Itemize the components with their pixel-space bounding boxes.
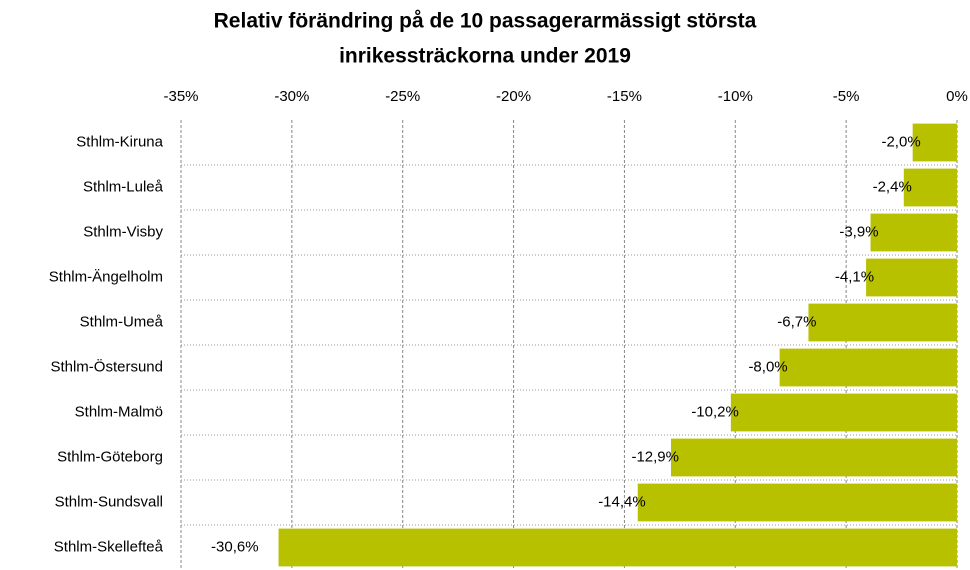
bar <box>670 438 957 477</box>
chart-title: inrikessträckorna under 2019 <box>339 45 631 68</box>
bar <box>912 123 957 162</box>
y-tick-label: Sthlm-Luleå <box>83 178 164 195</box>
y-tick-label: Sthlm-Ängelholm <box>49 268 163 285</box>
data-label: -6,7% <box>777 313 816 330</box>
y-tick-label: Sthlm-Visby <box>83 223 163 240</box>
data-label: -3,9% <box>839 223 878 240</box>
x-tick-label: -5% <box>833 88 860 105</box>
data-label: -2,0% <box>881 133 920 150</box>
bar <box>278 528 957 567</box>
data-label: -10,2% <box>691 403 739 420</box>
x-tick-label: -30% <box>274 88 309 105</box>
y-tick-label: Sthlm-Göteborg <box>57 448 163 465</box>
data-label: -12,9% <box>631 448 679 465</box>
y-tick-label: Sthlm-Sundsvall <box>55 493 163 510</box>
data-label: -14,4% <box>598 493 646 510</box>
x-tick-label: 0% <box>946 88 968 105</box>
bar <box>903 168 957 207</box>
y-tick-label: Sthlm-Umeå <box>80 313 164 330</box>
y-tick-label: Sthlm-Kiruna <box>76 133 163 150</box>
y-tick-label: Sthlm-Skellefteå <box>54 538 164 555</box>
bar <box>866 258 957 297</box>
x-tick-label: -20% <box>496 88 531 105</box>
data-label: -4,1% <box>835 268 874 285</box>
x-tick-label: -25% <box>385 88 420 105</box>
y-tick-label: Sthlm-Malmö <box>75 403 163 420</box>
x-tick-label: -15% <box>607 88 642 105</box>
data-label: -30,6% <box>211 538 259 555</box>
y-tick-label: Sthlm-Östersund <box>50 357 163 375</box>
bar <box>870 213 957 252</box>
x-tick-label: -35% <box>163 88 198 105</box>
chart-title: Relativ förändring på de 10 passagerarmä… <box>214 10 757 33</box>
data-label: -2,4% <box>873 178 912 195</box>
bar <box>779 348 957 387</box>
data-label: -8,0% <box>748 358 787 375</box>
bar <box>637 483 957 522</box>
bar <box>808 303 957 342</box>
x-tick-label: -10% <box>718 88 753 105</box>
bar <box>730 393 957 432</box>
